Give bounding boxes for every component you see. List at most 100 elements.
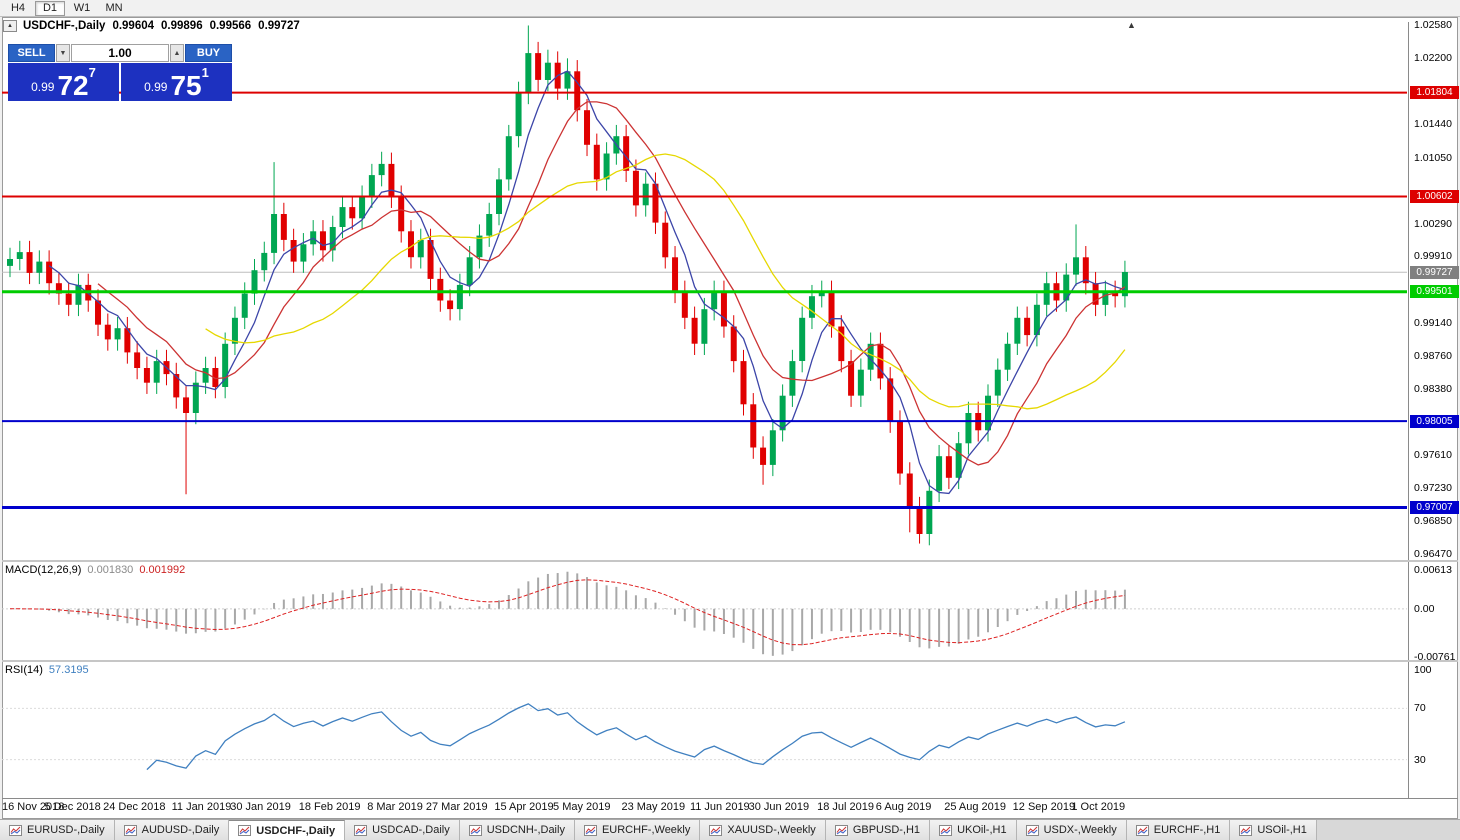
sell-price-pips: 72: [57, 70, 89, 101]
rsi-name: RSI(14): [5, 664, 43, 676]
rsi-axis-label: 30: [1414, 753, 1426, 766]
chart-title-row: ▲ USDCHF-,Daily 0.99604 0.99896 0.99566 …: [3, 20, 307, 32]
ohlc-close: 0.99727: [258, 20, 300, 32]
price-level-badge: 1.00602: [1410, 190, 1459, 204]
macd-signal-line: [10, 579, 1125, 646]
time-axis-label: 24 Dec 2018: [103, 801, 166, 813]
chart-tab[interactable]: UKOil-,H1: [930, 820, 1017, 840]
chart-tab-icon: [1025, 824, 1039, 836]
rsi-value: 57.3195: [48, 664, 89, 676]
chart-tab[interactable]: EURCHF-,H1: [1126, 820, 1231, 840]
price-axis-label: 1.01050: [1414, 151, 1452, 164]
chart-tab-icon: [1135, 824, 1149, 836]
moving-average-10: [97, 101, 1126, 466]
time-axis-label: 18 Feb 2019: [298, 801, 361, 813]
collapse-toolbar-button[interactable]: ▲: [3, 20, 17, 32]
macd-pane-splitter[interactable]: [2, 560, 1458, 562]
macd-axis-label: -0.00761: [1414, 650, 1456, 663]
price-axis-border: [1408, 22, 1409, 798]
rsi-indicator-label: RSI(14) 57.3195: [5, 664, 89, 676]
chart-tab-icon: [468, 824, 482, 836]
time-axis-label: 30 Jan 2019: [230, 801, 291, 813]
ohlc-high: 0.99896: [161, 20, 203, 32]
macd-name: MACD(12,26,9): [5, 564, 82, 576]
chart-tab-icon: [1239, 824, 1253, 836]
ohlc-open: 0.99604: [112, 20, 155, 32]
time-axis-label: 12 Sep 2019: [1012, 801, 1076, 813]
chart-tab[interactable]: USDCHF-,Daily: [229, 820, 346, 840]
price-level-badge: 0.99501: [1410, 285, 1459, 299]
volume-down-icon: ▼: [59, 49, 67, 57]
time-axis-label: 15 Apr 2019: [494, 801, 554, 813]
chart-tab-icon: [583, 824, 597, 836]
timeframe-d1-button[interactable]: D1: [35, 0, 65, 16]
buy-price-prefix: 0.99: [144, 80, 168, 94]
chart-tab-label: EURCHF-,Weekly: [601, 824, 691, 836]
chart-tab[interactable]: AUDUSD-,Daily: [114, 820, 230, 840]
price-axis-label: 1.02200: [1414, 52, 1452, 65]
buy-price-pipette: 1: [201, 65, 209, 80]
buy-price-display[interactable]: 0.99 75 1: [121, 63, 232, 101]
price-axis-label: 1.00290: [1414, 217, 1452, 230]
price-level-badge: 0.98005: [1410, 414, 1459, 428]
time-axis-label: 25 Aug 2019: [944, 801, 1007, 813]
chart-tab-label: USOil-,H1: [1257, 824, 1307, 836]
rsi-axis-label: 70: [1414, 702, 1426, 715]
macd-indicator-label: MACD(12,26,9) 0.001830 0.001992: [5, 564, 185, 576]
one-click-trading-panel: SELL ▼ 1.00 ▲ BUY 0.99 72 7 0.99 75 1: [8, 44, 232, 101]
chart-tab[interactable]: GBPUSD-,H1: [825, 820, 931, 840]
time-axis-label: 8 Mar 2019: [367, 801, 423, 813]
buy-button[interactable]: BUY: [185, 44, 232, 62]
price-axis-label: 0.98380: [1414, 382, 1452, 395]
chart-tab[interactable]: USDCAD-,Daily: [345, 820, 460, 840]
price-axis-label: 0.96470: [1414, 547, 1452, 560]
chart-tab-label: XAUUSD-,Weekly: [727, 824, 816, 836]
volume-decrease-button[interactable]: ▼: [56, 44, 70, 62]
chart-tab-label: EURCHF-,H1: [1153, 824, 1221, 836]
current-price-badge: 0.99727: [1410, 265, 1459, 279]
macd-main-value: 0.001830: [87, 564, 134, 576]
price-axis-label: 0.96850: [1414, 515, 1452, 528]
chart-tab[interactable]: EURCHF-,Weekly: [574, 820, 701, 840]
price-axis-label: 0.98760: [1414, 349, 1452, 362]
sell-price-pipette: 7: [88, 65, 96, 80]
timeframe-w1-button[interactable]: W1: [73, 2, 91, 14]
macd-axis-label: 0.00: [1414, 602, 1435, 615]
chart-tab[interactable]: USDX-,Weekly: [1016, 820, 1127, 840]
sell-button[interactable]: SELL: [8, 44, 55, 62]
time-axis-label: 11 Jan 2019: [171, 801, 232, 813]
volume-up-icon: ▲: [173, 49, 181, 57]
time-axis-label: 6 Aug 2019: [875, 801, 932, 813]
time-axis-label: 30 Jun 2019: [748, 801, 810, 813]
timeframe-h4-button[interactable]: H4: [10, 2, 26, 14]
chart-tab-label: USDCNH-,Daily: [486, 824, 565, 836]
timeframe-mn-button[interactable]: MN: [105, 2, 123, 14]
chart-tab-label: AUDUSD-,Daily: [141, 824, 220, 836]
rsi-pane-splitter[interactable]: [2, 660, 1458, 662]
chart-tab-label: UKOil-,H1: [957, 824, 1007, 836]
chart-tab[interactable]: EURUSD-,Daily: [0, 820, 115, 840]
collapse-icon: ▲: [7, 23, 13, 29]
price-axis-label: 0.97230: [1414, 482, 1452, 495]
time-axis-label: 11 Jun 2019: [689, 801, 750, 813]
sell-price-display[interactable]: 0.99 72 7: [8, 63, 119, 101]
chart-tab[interactable]: USOil-,H1: [1230, 820, 1317, 840]
time-axis-label: 23 May 2019: [621, 801, 686, 813]
chart-shift-marker-icon: ▲: [1127, 20, 1136, 30]
chart-symbol-title: USDCHF-,Daily: [23, 20, 106, 32]
chart-tab-icon: [709, 824, 723, 836]
chart-tab[interactable]: USDCNH-,Daily: [459, 820, 575, 840]
macd-signal-value: 0.001992: [139, 564, 186, 576]
chart-tab-label: USDX-,Weekly: [1043, 824, 1117, 836]
volume-increase-button[interactable]: ▲: [170, 44, 184, 62]
price-axis-label: 1.01440: [1414, 118, 1452, 131]
macd-axis-label: 0.00613: [1414, 564, 1452, 577]
time-axis-label: 5 May 2019: [553, 801, 611, 813]
time-axis-label: 5 Dec 2018: [44, 801, 101, 813]
volume-input[interactable]: 1.00: [71, 44, 169, 62]
chart-tab[interactable]: XAUUSD-,Weekly: [700, 820, 826, 840]
timeframe-toolbar: H4 D1 W1 MN: [0, 0, 1460, 17]
